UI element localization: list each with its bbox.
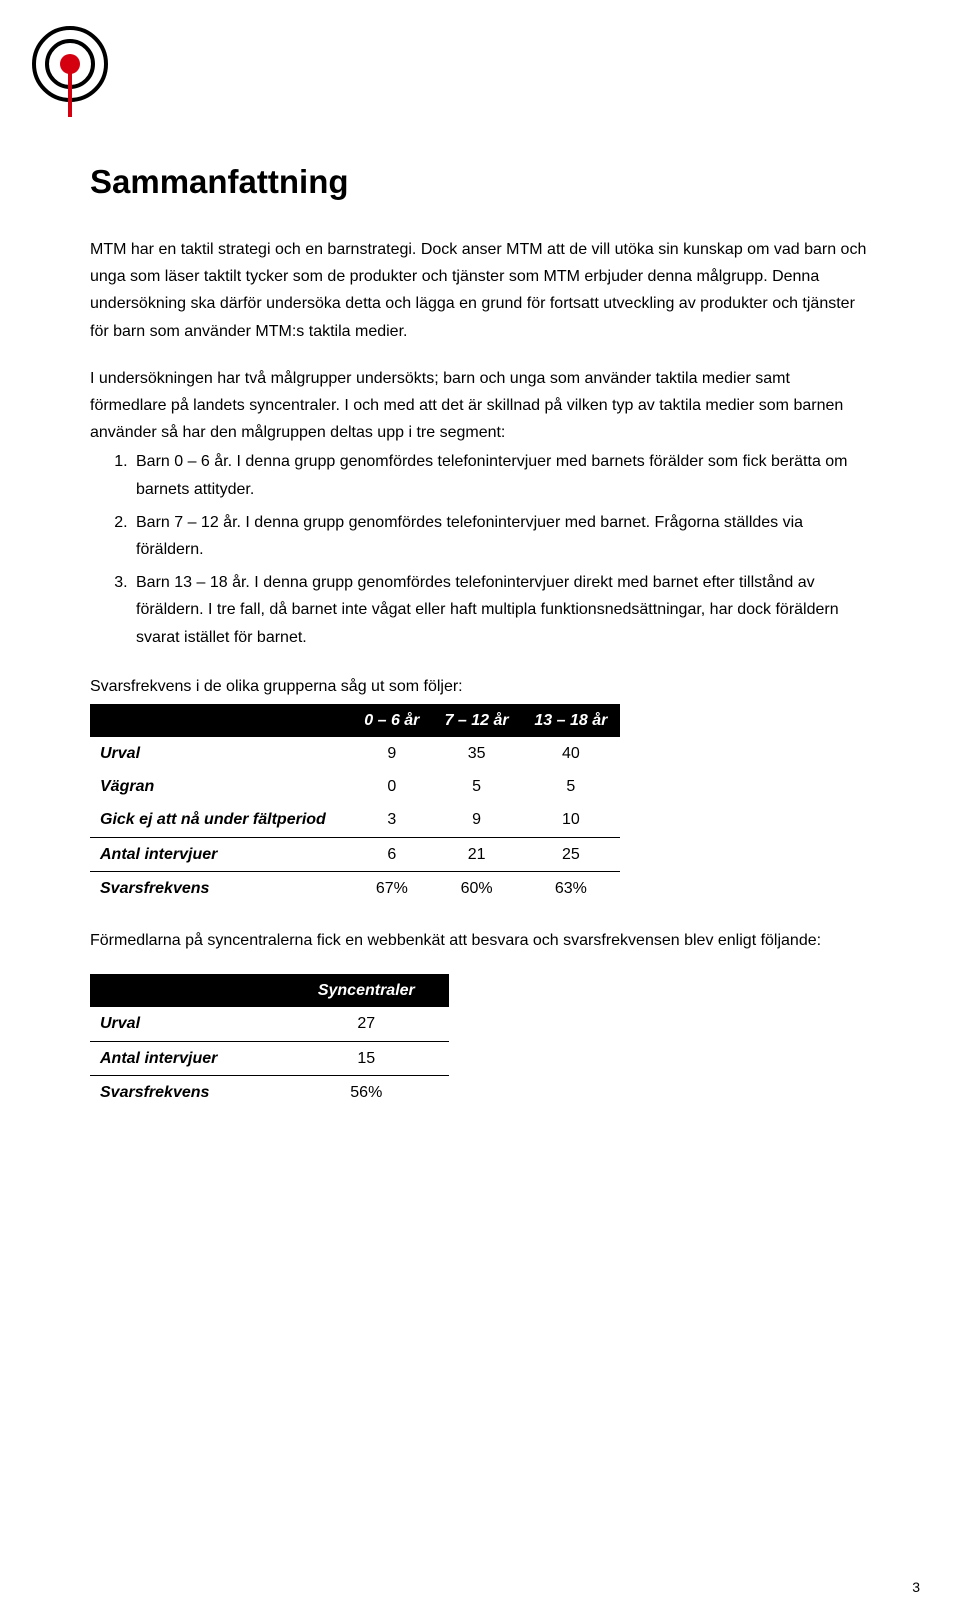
table-row: Gick ej att nå under fältperiod3910	[90, 803, 620, 837]
table-row: Urval27	[90, 1007, 449, 1041]
table-row: Antal intervjuer15	[90, 1041, 449, 1075]
table-cell: 60%	[432, 871, 522, 905]
table-cell: Urval	[90, 1007, 284, 1041]
table-cell: Antal intervjuer	[90, 837, 352, 871]
table-cell: Svarsfrekvens	[90, 1075, 284, 1109]
table-cell: 15	[284, 1041, 449, 1075]
table-header	[90, 974, 284, 1007]
table-cell: Svarsfrekvens	[90, 871, 352, 905]
syncentral-table: Syncentraler Urval27Antal intervjuer15Sv…	[90, 974, 449, 1109]
table-cell: 9	[432, 803, 522, 837]
response-rate-table: 0 – 6 år 7 – 12 år 13 – 18 år Urval93540…	[90, 704, 620, 905]
intro-paragraph-1: MTM har en taktil strategi och en barnst…	[90, 236, 870, 345]
table-cell: 5	[521, 770, 620, 803]
table-cell: 9	[352, 737, 432, 770]
table-header	[90, 704, 352, 737]
segment-list: Barn 0 – 6 år. I denna grupp genomfördes…	[90, 448, 870, 650]
logo-target-icon	[30, 24, 110, 114]
list-item: Barn 7 – 12 år. I denna grupp genomförde…	[132, 509, 870, 563]
table-row: Svarsfrekvens67%60%63%	[90, 871, 620, 905]
table-cell: 6	[352, 837, 432, 871]
syncentral-intro: Förmedlarna på syncentralerna fick en we…	[90, 927, 870, 954]
table-cell: 0	[352, 770, 432, 803]
table-row: Svarsfrekvens56%	[90, 1075, 449, 1109]
table-cell: 5	[432, 770, 522, 803]
table-cell: 10	[521, 803, 620, 837]
table-cell: Vägran	[90, 770, 352, 803]
table-cell: 27	[284, 1007, 449, 1041]
table-cell: 3	[352, 803, 432, 837]
table-cell: 21	[432, 837, 522, 871]
list-item: Barn 0 – 6 år. I denna grupp genomfördes…	[132, 448, 870, 502]
table-header: 0 – 6 år	[352, 704, 432, 737]
table-row: Urval93540	[90, 737, 620, 770]
table-cell: 35	[432, 737, 522, 770]
intro-paragraph-2: I undersökningen har två målgrupper unde…	[90, 365, 870, 447]
table-row: Antal intervjuer62125	[90, 837, 620, 871]
page-title: Sammanfattning	[90, 154, 870, 210]
table-header: Syncentraler	[284, 974, 449, 1007]
table-cell: Urval	[90, 737, 352, 770]
table1-intro: Svarsfrekvens i de olika grupperna såg u…	[90, 673, 870, 700]
table-cell: 40	[521, 737, 620, 770]
table-header: 7 – 12 år	[432, 704, 522, 737]
table-cell: Antal intervjuer	[90, 1041, 284, 1075]
page-number: 3	[912, 1576, 920, 1600]
table-cell: Gick ej att nå under fältperiod	[90, 803, 352, 837]
table-cell: 25	[521, 837, 620, 871]
table-header: 13 – 18 år	[521, 704, 620, 737]
table-row: Vägran055	[90, 770, 620, 803]
table-cell: 56%	[284, 1075, 449, 1109]
table-cell: 67%	[352, 871, 432, 905]
table-cell: 63%	[521, 871, 620, 905]
list-item: Barn 13 – 18 år. I denna grupp genomförd…	[132, 569, 870, 651]
